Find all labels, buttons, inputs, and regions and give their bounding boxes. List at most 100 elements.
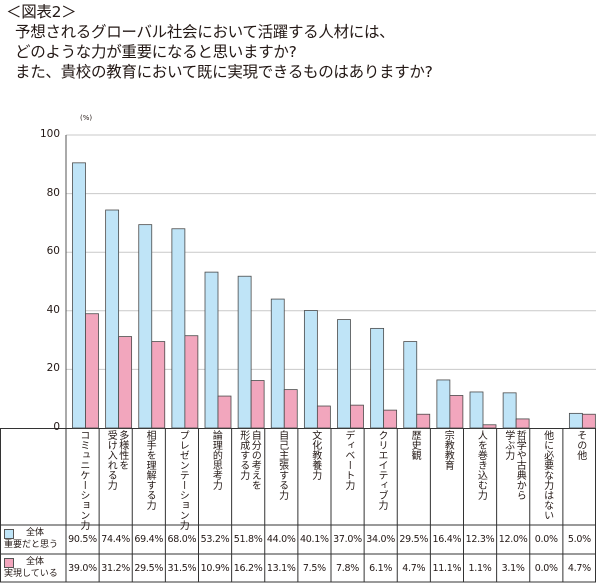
- category-label: 文化教養力: [303, 430, 325, 480]
- bar-realized: [515, 418, 530, 429]
- category-label-line: 多様性を: [116, 430, 128, 470]
- category-label: 自己主張する力: [270, 430, 292, 500]
- category-label: 人を巻き込む力: [469, 430, 491, 500]
- bar-important: [370, 327, 385, 429]
- data-value-label: 0.0%: [534, 534, 558, 545]
- category-label: クリエイティブ力: [370, 430, 392, 510]
- category-label-line: 文化教養力: [309, 430, 321, 480]
- category-label-line: 論理的思考力: [210, 430, 222, 490]
- title-question-line-1: 予想されるグローバル社会において活躍する人材には、: [15, 23, 395, 41]
- bar-important: [171, 228, 186, 429]
- data-value-label: 53.2%: [200, 534, 230, 545]
- category-label-line: プレゼンテーション力: [177, 430, 189, 530]
- y-tick-label: 80: [46, 186, 60, 199]
- data-value-label: 10.9%: [200, 563, 230, 574]
- bar-realized: [316, 405, 331, 429]
- bar-important: [303, 310, 318, 429]
- bar-realized: [482, 424, 497, 429]
- data-value-label: 12.0%: [498, 534, 528, 545]
- category-label-line: コミュニケーション力: [77, 430, 89, 530]
- data-value-label: 4.7%: [402, 563, 426, 574]
- bar-important: [403, 341, 418, 429]
- bar-important: [337, 319, 351, 429]
- data-value-label: 31.2%: [101, 563, 130, 574]
- bar-important: [270, 298, 285, 429]
- y-tick-label: 40: [46, 303, 60, 316]
- category-label: コミュニケーション力: [72, 430, 94, 530]
- bar-important: [502, 392, 517, 429]
- category-label-line: ディベート力: [342, 430, 354, 490]
- title-figure-number: ＜図表2＞: [6, 3, 77, 21]
- category-label: 相手を理解する力: [138, 430, 160, 510]
- category-label-line: 人を巻き込む力: [475, 430, 487, 500]
- bar-realized: [85, 313, 99, 429]
- category-label: 自分の考えを 形成する力: [237, 430, 261, 490]
- category-label: 歴史観: [403, 430, 425, 460]
- category-label-line: 哲学や古典から: [514, 430, 526, 500]
- bar-realized: [151, 341, 166, 429]
- data-value-label: 16.4%: [432, 534, 462, 545]
- data-value-label: 3.1%: [501, 563, 525, 574]
- bar-realized: [383, 409, 398, 429]
- category-label-line: 歴史観: [409, 430, 421, 460]
- data-value-label: 7.8%: [336, 563, 359, 574]
- y-tick-label: 60: [46, 245, 60, 258]
- data-value-label: 69.4%: [134, 534, 164, 545]
- category-label: 宗教教育: [436, 430, 458, 470]
- y-unit-label: (%): [80, 114, 93, 122]
- data-value-label: 29.5%: [399, 534, 429, 545]
- category-label-line: 相手を理解する力: [144, 430, 156, 510]
- data-value-label: 31.5%: [167, 563, 197, 574]
- category-label-line: 自分の考えを: [249, 430, 261, 490]
- data-value-label: 90.5%: [68, 534, 97, 545]
- bar-important: [237, 275, 252, 429]
- legend-swatch: [4, 529, 14, 539]
- title-question-line-2: どのような力が重要になると思いますか?: [15, 43, 297, 61]
- legend-swatch: [4, 558, 14, 568]
- legend-entry: 全体実現している: [4, 557, 64, 581]
- bar-realized: [250, 380, 265, 429]
- bar-important: [72, 162, 86, 429]
- category-label-line: 自己主張する力: [276, 430, 288, 500]
- legend-label-line: 全体: [26, 557, 45, 567]
- bar-important: [568, 412, 583, 429]
- data-value-label: 12.3%: [465, 534, 495, 545]
- bar-realized: [581, 413, 596, 429]
- bar-realized: [118, 336, 133, 429]
- data-value-label: 44.0%: [266, 534, 296, 545]
- category-label-line: 学ぶ力: [502, 430, 514, 460]
- bar-important: [469, 391, 484, 429]
- bar-realized: [350, 404, 364, 429]
- y-tick-label: 0: [53, 421, 60, 433]
- bar-realized: [184, 335, 199, 429]
- data-value-label: 7.5%: [302, 563, 326, 574]
- data-value-label: 0.0%: [534, 563, 558, 574]
- data-value-label: 11.1%: [432, 563, 462, 574]
- category-label: 哲学や古典から 学ぶ力: [502, 430, 526, 500]
- bar-important: [436, 379, 451, 429]
- bar-important: [204, 271, 219, 429]
- category-label: その他: [568, 430, 590, 460]
- legend-label-line: 全体: [26, 528, 45, 538]
- data-value-label: 39.0%: [68, 563, 97, 574]
- data-value-label: 1.1%: [468, 563, 492, 574]
- category-label-line: 宗教教育: [442, 430, 454, 470]
- category-label-line: 受け入れる力: [105, 430, 117, 490]
- chart-title: ＜図表2＞ 予想されるグローバル社会において活躍する人材には、 どのような力が重…: [6, 2, 592, 82]
- legend-label-line: 実現している: [4, 569, 58, 579]
- data-value-label: 74.4%: [101, 534, 130, 545]
- category-label-line: クリエイティブ力: [375, 430, 387, 510]
- bar-realized: [217, 395, 232, 429]
- title-question-line-3: また、貴校の教育において既に実現できるものはありますか?: [15, 63, 433, 81]
- y-tick-label: 100: [39, 128, 60, 140]
- bar-important: [138, 224, 153, 429]
- legend-label-line: 重要だと思う: [4, 540, 59, 550]
- category-label-line: 他に必要な力はない: [541, 430, 553, 520]
- data-value-label: 34.0%: [366, 534, 395, 545]
- data-value-label: 4.7%: [567, 563, 591, 574]
- bar-realized: [416, 413, 431, 429]
- data-value-label: 68.0%: [167, 534, 197, 545]
- y-tick-label: 20: [46, 362, 60, 375]
- category-label: 他に必要な力はない: [535, 430, 557, 520]
